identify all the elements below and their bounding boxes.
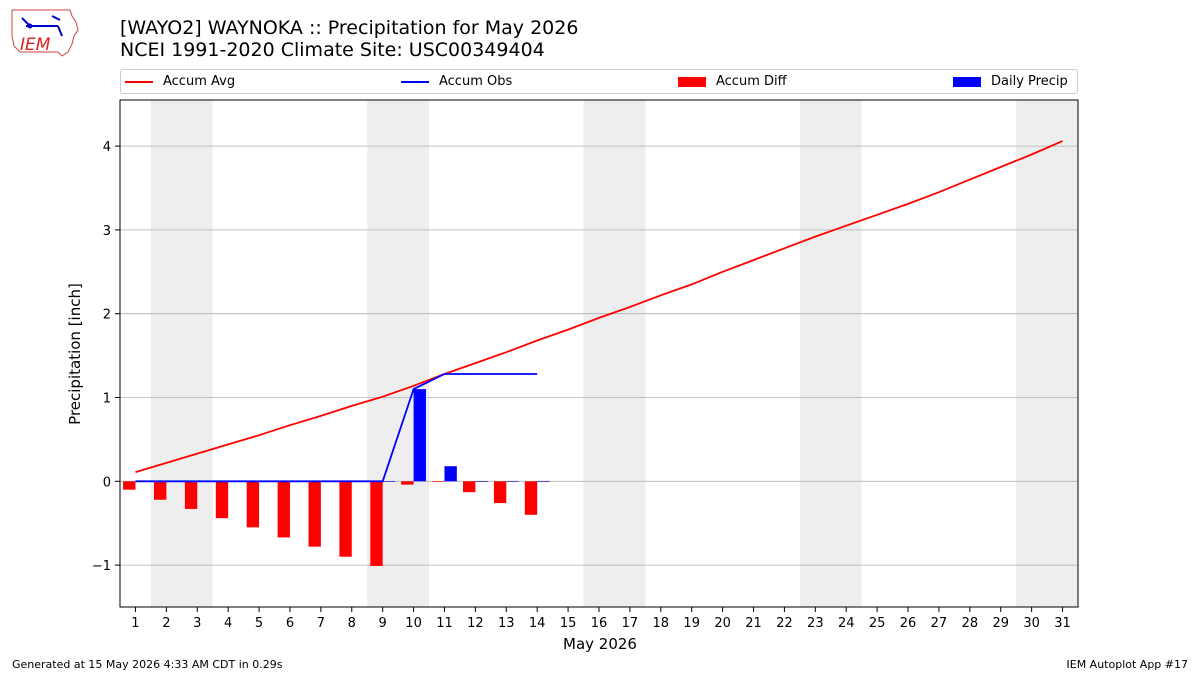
x-tick-label: 16 — [591, 616, 608, 631]
x-tick-label: 4 — [224, 616, 232, 631]
footer-app: IEM Autoplot App #17 — [1066, 658, 1189, 671]
accum-diff-bar-9 — [370, 481, 383, 566]
logo-text: IEM — [20, 35, 51, 55]
x-tick-label: 18 — [653, 616, 670, 631]
y-tick-label: −1 — [92, 559, 111, 574]
x-tick-label: 17 — [622, 616, 639, 631]
daily-precip-bar-13 — [506, 481, 519, 482]
x-tick-label: 3 — [193, 616, 201, 631]
weekend-band-23 — [799, 100, 831, 607]
lines — [135, 140, 1063, 483]
y-tick-label: 4 — [103, 140, 111, 155]
accum-diff-bar-14 — [524, 481, 538, 515]
x-tick-label: 5 — [255, 616, 263, 631]
x-tick-label: 19 — [683, 616, 700, 631]
grid-lines — [120, 145, 1078, 566]
x-tick-label: 22 — [776, 616, 793, 631]
accum-diff-bar-6 — [277, 481, 290, 538]
daily-precip-bar-14 — [537, 481, 550, 482]
x-tick-label: 26 — [900, 616, 917, 631]
legend-accum-diff: Accum Diff — [678, 73, 787, 91]
accum-diff-bar-12 — [463, 481, 476, 493]
y-tick-label: 2 — [103, 308, 111, 323]
weekend-band-17 — [614, 100, 646, 607]
accum-avg-line — [135, 140, 1063, 473]
footer-generated: Generated at 15 May 2026 4:33 AM CDT in … — [12, 658, 283, 671]
legend-daily-precip: Daily Precip — [953, 73, 1068, 91]
x-tick-label: 25 — [869, 616, 886, 631]
x-tick-label: 9 — [379, 616, 387, 631]
title-line-1: [WAYO2] WAYNOKA :: Precipitation for May… — [120, 17, 579, 39]
accum-diff-bar-2 — [153, 481, 167, 500]
x-tick-label: 7 — [317, 616, 325, 631]
legend-swatch-daily — [953, 76, 981, 87]
x-tick-label: 30 — [1023, 616, 1040, 631]
x-tick-label: 14 — [529, 616, 546, 631]
accum-diff-bar-13 — [493, 481, 507, 504]
x-tick-label: 15 — [560, 616, 577, 631]
y-tick-label: 3 — [103, 224, 111, 239]
legend-accum-obs: Accum Obs — [401, 73, 512, 91]
weekend-band-16 — [583, 100, 615, 607]
x-axis-label: May 2026 — [563, 635, 637, 653]
accum-diff-bar-7 — [308, 481, 321, 547]
weekend-band-24 — [830, 100, 862, 607]
x-tick-label: 8 — [348, 616, 356, 631]
accum-obs-line — [135, 373, 538, 483]
x-tick-label: 23 — [807, 616, 824, 631]
x-tick-label: 12 — [467, 616, 484, 631]
daily-precip-bar-9 — [382, 481, 396, 482]
legend-swatch-obs — [401, 80, 429, 83]
chart-title: [WAYO2] WAYNOKA :: Precipitation for May… — [120, 17, 578, 61]
weekend-band-31 — [1047, 100, 1078, 607]
weekend-band-30 — [1016, 100, 1048, 607]
x-tick-label: 28 — [962, 616, 979, 631]
x-tick-label: 31 — [1054, 616, 1071, 631]
legend-label-diff: Accum Diff — [716, 74, 787, 89]
x-tick-label: 20 — [714, 616, 731, 631]
iem-logo: IEM — [8, 6, 80, 58]
y-tick-label: 0 — [103, 475, 111, 490]
daily-precip-bar-12 — [475, 481, 488, 482]
y-axis-label: Precipitation [inch] — [66, 283, 84, 425]
x-tick-label: 2 — [162, 616, 170, 631]
legend-swatch-avg — [125, 80, 153, 83]
accum-diff-bar-5 — [246, 481, 260, 528]
x-tick-label: 27 — [931, 616, 948, 631]
accum-diff-bar-4 — [215, 481, 229, 519]
x-tick-label: 6 — [286, 616, 294, 631]
daily-precip-bar-11 — [444, 466, 457, 482]
title-line-2: NCEI 1991-2020 Climate Site: USC00349404 — [120, 39, 545, 61]
x-tick-label: 13 — [498, 616, 515, 631]
legend-label-obs: Accum Obs — [439, 74, 513, 89]
x-tick-label: 29 — [992, 616, 1009, 631]
legend-accum-avg: Accum Avg — [125, 73, 235, 91]
accum-diff-bar-1 — [123, 481, 136, 490]
weekend-band-3 — [181, 100, 213, 607]
x-tick-label: 1 — [131, 616, 139, 631]
x-tick-label: 24 — [838, 616, 855, 631]
legend-label-daily: Daily Precip — [991, 74, 1068, 89]
x-tick-label: 11 — [436, 616, 453, 631]
daily-precip-bar-10 — [413, 389, 426, 482]
weekend-band-2 — [150, 100, 182, 607]
legend-swatch-diff — [678, 76, 706, 87]
x-tick-label: 10 — [405, 616, 422, 631]
weekend-shading — [150, 100, 1078, 607]
accum-diff-bar-8 — [339, 481, 352, 557]
x-tick-label: 21 — [745, 616, 762, 631]
y-tick-label: 1 — [103, 391, 111, 406]
legend-label-avg: Accum Avg — [163, 74, 236, 89]
weekend-band-10 — [398, 100, 430, 607]
accum-diff-bar-10 — [401, 481, 414, 485]
chart-legend: Accum Avg Accum Obs Accum Diff Daily Pre… — [120, 69, 1078, 94]
accum-diff-bar-3 — [184, 481, 198, 509]
accum-diff-bar-11 — [432, 481, 445, 482]
